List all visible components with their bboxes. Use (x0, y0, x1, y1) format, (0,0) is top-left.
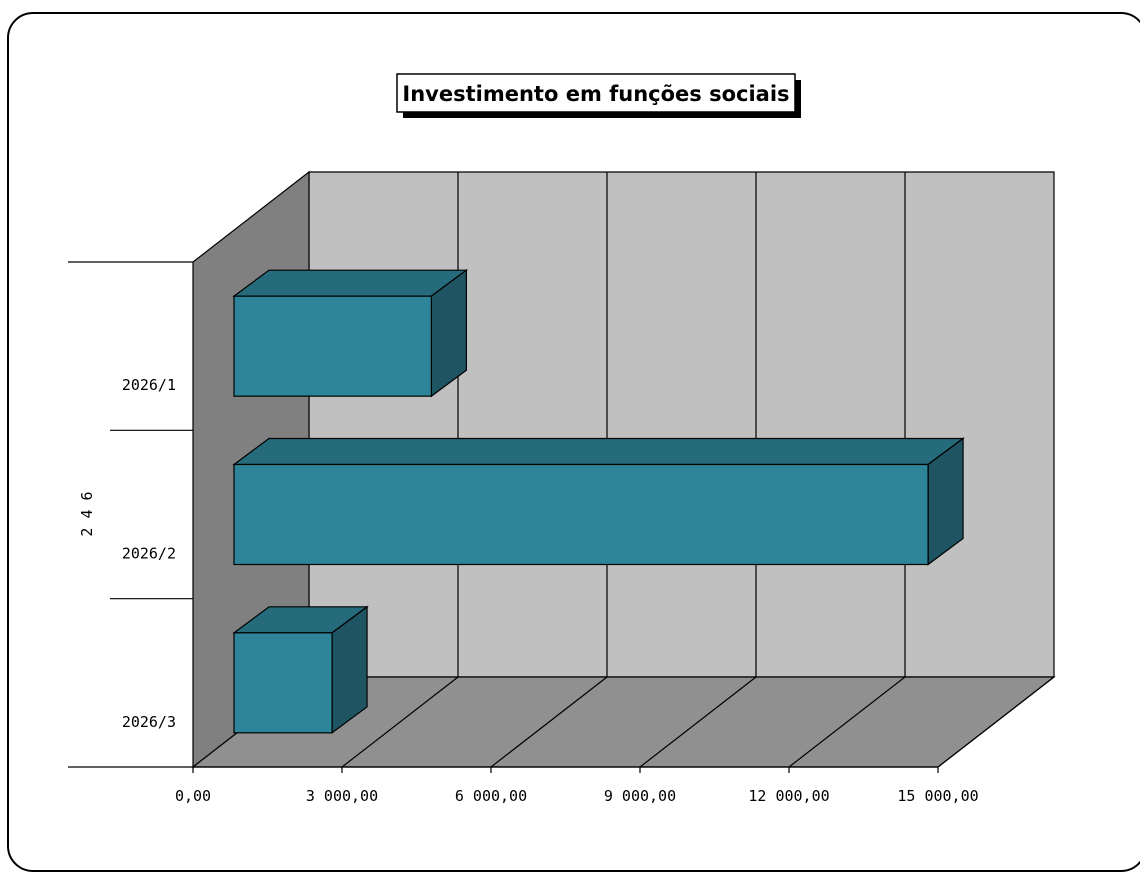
x-tick-label: 12 000,00 (748, 787, 829, 805)
x-tick-label: 15 000,00 (897, 787, 978, 805)
bar-2026/1 (232, 268, 469, 398)
bar-top-face (232, 269, 469, 297)
bar-chart: 2026/1 2026/2 2026/3 0,00 3 000,00 6 000,00 9 … (68, 73, 1056, 805)
gridline-floor (788, 676, 906, 768)
gridline-floor (937, 676, 1055, 768)
back-wall (308, 171, 1055, 678)
x-tick-label: 6 000,00 (455, 787, 527, 805)
gridline-floor (490, 676, 608, 768)
bar-front-face (233, 295, 432, 397)
chart-title-box: Investimento em funções sociais (396, 73, 801, 118)
x-tick-label: 9 000,00 (604, 787, 676, 805)
bars (232, 268, 965, 735)
bar-front-face (233, 632, 333, 734)
chart-title: Investimento em funções sociais (402, 82, 789, 106)
gridline-floor (341, 676, 459, 768)
category-label: 2026/3 (122, 713, 176, 731)
bar-top-face (232, 437, 965, 466)
gridlines (341, 172, 1055, 768)
group-axis-label: 2 4 6 (78, 491, 96, 536)
bar-2026/3 (232, 605, 369, 735)
bar-2026/2 (232, 437, 965, 566)
bar-front-face (233, 463, 929, 566)
category-label: 2026/1 (122, 376, 176, 394)
gridline-floor (639, 676, 757, 768)
x-tick-label: 0,00 (175, 787, 211, 805)
x-tick-label: 3 000,00 (306, 787, 378, 805)
axes: 2026/1 2026/2 2026/3 0,00 3 000,00 6 000,00 9 … (68, 261, 979, 805)
category-label: 2026/2 (122, 545, 176, 563)
